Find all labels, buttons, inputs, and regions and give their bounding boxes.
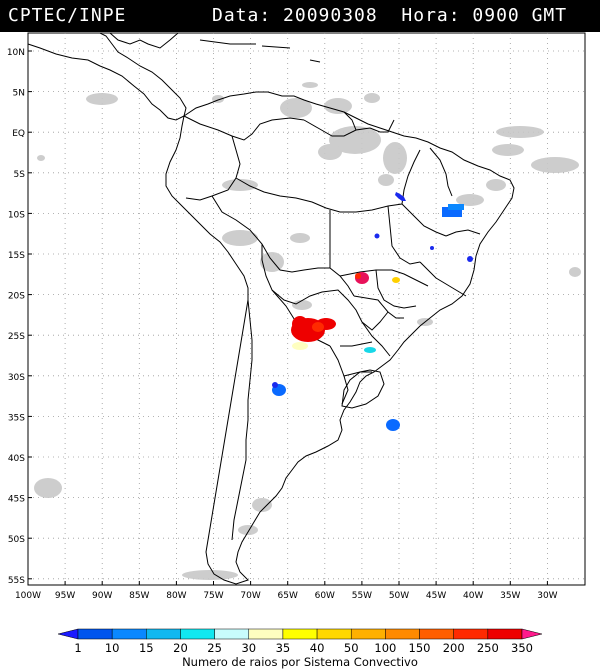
longitude-labels: 100W 95W 90W 85W 80W 75W 70W 65W 60W 55W 50W 45W 40W… <box>15 581 558 601</box>
lat-label: 35S <box>8 413 25 423</box>
legend-swatch <box>248 628 284 640</box>
legend-title: Numero de raios por Sistema Convectivo <box>182 655 418 669</box>
legend-swatch <box>453 628 489 640</box>
legend-tick-label: 35 <box>276 641 291 655</box>
legend-tick-label: 350 <box>511 641 533 655</box>
lightning-clusters <box>272 192 473 431</box>
legend-tick-label: 200 <box>443 641 465 655</box>
cluster-paraguay <box>291 316 336 350</box>
lat-label: 15S <box>8 251 25 261</box>
legend-tick-label: 100 <box>374 641 396 655</box>
legend-swatch <box>180 628 215 640</box>
lat-label: 40S <box>8 454 25 464</box>
legend-tick-label: 250 <box>477 641 499 655</box>
legend-swatch <box>146 628 181 640</box>
lat-label: 10N <box>7 48 25 58</box>
lon-label: 60W <box>315 591 335 601</box>
lon-label: 45W <box>426 591 446 601</box>
latitude-labels: 10N 5N EQ 5S 10S 15S 20S 25S 30S 35S 40S 45S 50S 55S <box>7 48 32 586</box>
lat-label: 45S <box>8 495 25 505</box>
lat-label: 5S <box>14 170 26 180</box>
lon-label: 35W <box>500 591 520 601</box>
lon-label: 65W <box>278 591 298 601</box>
lat-label: 30S <box>8 373 25 383</box>
header-bar: CPTEC/INPE Data: 20090308 Hora: 0900 GMT <box>0 0 600 32</box>
legend-colorbar <box>57 628 543 640</box>
cluster-atlantic <box>386 419 400 431</box>
legend-swatch <box>419 628 454 640</box>
legend-swatch <box>77 628 113 640</box>
cluster-goias <box>392 277 400 283</box>
legend-arrow-high <box>521 628 543 640</box>
cluster-amazon-north <box>395 192 406 201</box>
legend-tick-label: 10 <box>105 641 120 655</box>
cluster-small-2 <box>430 246 434 250</box>
lon-label: 100W <box>15 591 41 601</box>
lat-label: 50S <box>8 535 25 545</box>
legend-tick-label: 40 <box>310 641 325 655</box>
legend-tick-label: 20 <box>173 641 188 655</box>
legend-swatch <box>316 628 352 640</box>
datetime-label: Data: 20090308 Hora: 0900 GMT <box>212 5 568 26</box>
legend-tick-label: 15 <box>139 641 154 655</box>
legend-arrow-low <box>57 628 79 640</box>
legend-swatch <box>385 628 420 640</box>
legend-tick-label: 30 <box>241 641 256 655</box>
lon-label: 30W <box>537 591 557 601</box>
legend-tick-label: 150 <box>409 641 431 655</box>
legend-swatch <box>282 628 318 640</box>
lat-label: EQ <box>12 129 25 139</box>
lat-label: 55S <box>8 576 25 586</box>
lon-label: 90W <box>92 591 112 601</box>
lat-label: 20S <box>8 292 25 302</box>
lon-label: 70W <box>240 591 260 601</box>
cluster-bahia <box>442 204 464 217</box>
lon-label: 40W <box>463 591 483 601</box>
legend-tick-label: 1 <box>74 641 81 655</box>
cluster-misiones <box>364 347 376 353</box>
cloud-cover <box>34 82 581 580</box>
cluster-small-3 <box>467 256 473 262</box>
legend-tick-label: 50 <box>344 641 359 655</box>
lon-label: 75W <box>203 591 223 601</box>
cluster-small-1 <box>374 233 380 239</box>
source-label: CPTEC/INPE <box>8 5 127 26</box>
lon-label: 95W <box>55 591 75 601</box>
lat-label: 25S <box>8 332 25 342</box>
legend-tick-label: 25 <box>207 641 222 655</box>
lon-label: 80W <box>166 591 186 601</box>
cluster-mato-grosso <box>355 272 369 284</box>
lon-label: 55W <box>352 591 372 601</box>
legend-swatch <box>214 628 250 640</box>
cluster-cordoba <box>272 382 286 396</box>
lon-label: 85W <box>129 591 149 601</box>
lon-label: 50W <box>389 591 409 601</box>
legend-swatch <box>350 628 386 640</box>
legend-swatch <box>111 628 147 640</box>
lat-label: 10S <box>8 210 25 220</box>
legend-swatch <box>487 628 523 640</box>
legend-tick-labels: 1 10 15 20 25 30 35 40 50 100 150 200 250 350 <box>74 641 533 655</box>
coastlines-and-borders <box>27 32 515 585</box>
lat-label: 5N <box>13 89 25 99</box>
